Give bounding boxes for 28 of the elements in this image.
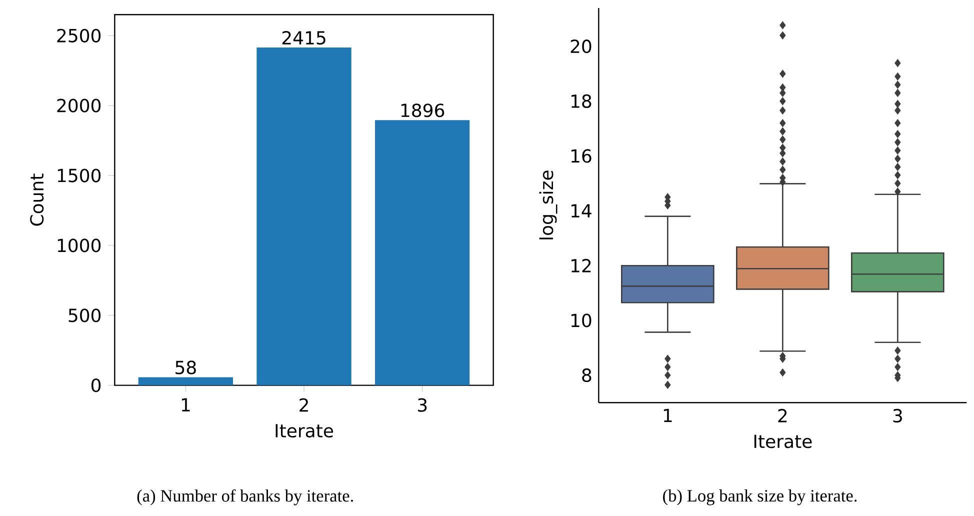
y-tick-label: 14 [571, 204, 592, 218]
y-tick-label: 1000 [58, 238, 101, 252]
x-axis-title: Iterate [754, 434, 812, 448]
data-label: 2415 [282, 30, 326, 45]
text: (a) Number of banks by iterate. [137, 489, 353, 506]
data-label: 58 [176, 360, 196, 374]
y-tick-label: 8 [582, 368, 592, 382]
data-label: 1896 [401, 104, 444, 118]
y-tick-label: 2000 [57, 98, 101, 112]
y-axis-title: log_size [539, 170, 558, 240]
y-tick-label: 16 [571, 149, 592, 163]
y-tick-label: 500 [68, 308, 101, 322]
x-tick-label: 3 [418, 398, 427, 412]
y-tick-label: 0 [91, 378, 101, 392]
y-tick-label: 1500 [58, 168, 101, 182]
x-tick-label: 1 [182, 398, 190, 412]
x-axis-title: Iterate [276, 424, 334, 438]
y-axis-title: Count [30, 174, 44, 226]
y-tick-label: 18 [571, 94, 592, 108]
x-tick-label: 1 [664, 408, 672, 422]
x-tick-label: 2 [778, 408, 787, 422]
y-tick-label: 12 [571, 258, 591, 272]
y-tick-label: 2500 [57, 28, 101, 42]
x-tick-label: 2 [300, 398, 308, 412]
text: (b) Log bank size by iterate. [663, 489, 857, 506]
y-tick-label: 20 [570, 40, 592, 54]
y-tick-label: 10 [571, 314, 592, 328]
x-tick-label: 3 [893, 408, 902, 423]
